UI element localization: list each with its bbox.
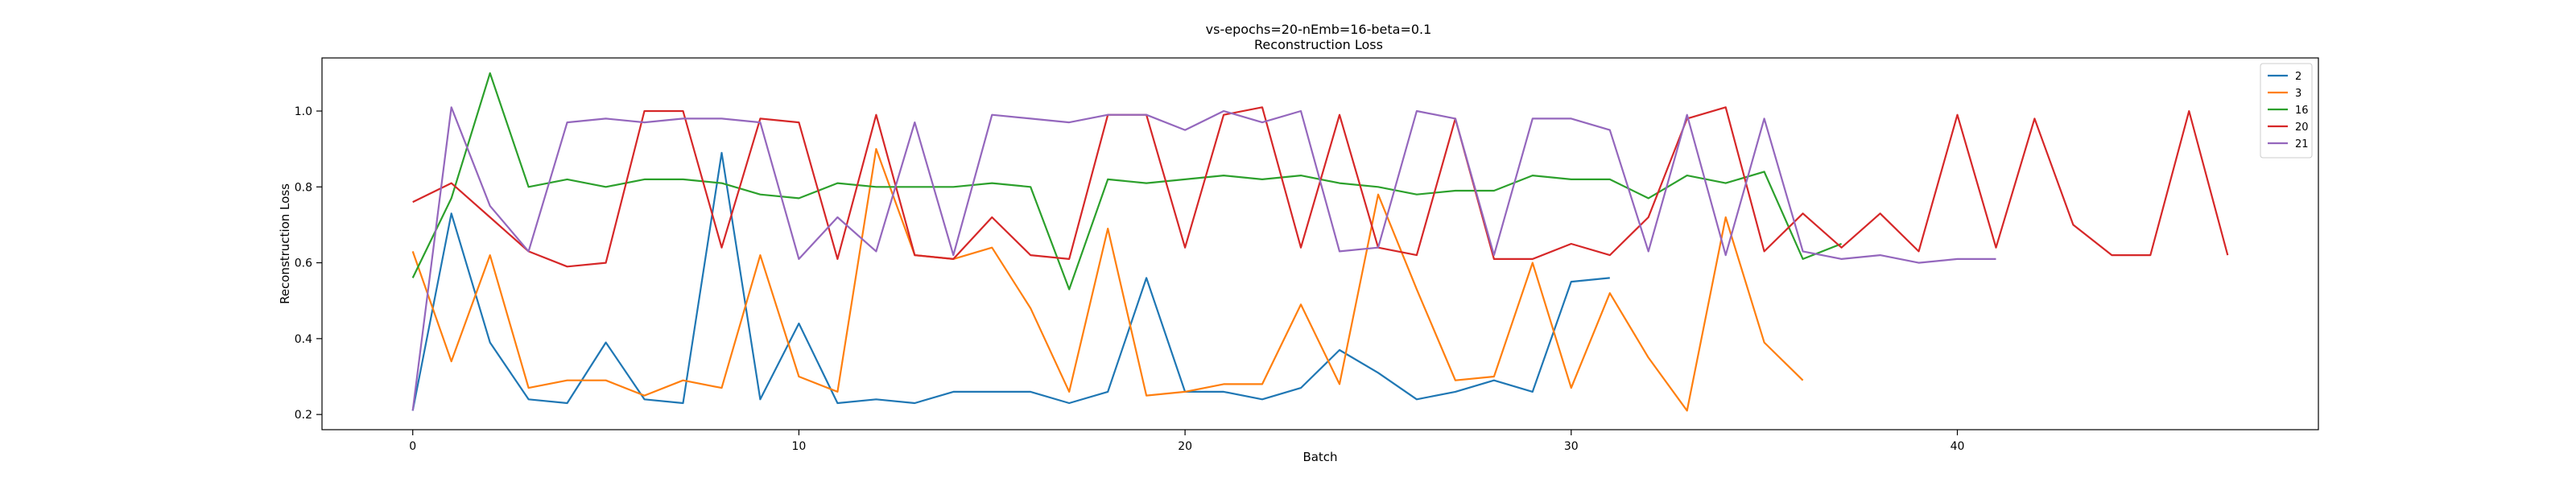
plot-area	[321, 57, 2319, 430]
x-axis: 0 10 20 30 40	[409, 430, 1964, 453]
y-tick-label: 0.4	[295, 333, 312, 346]
series-line-20	[412, 106, 2229, 268]
y-axis-label: Reconstruction Loss	[278, 183, 292, 304]
legend-label: 3	[2295, 88, 2301, 100]
legend-label: 21	[2295, 138, 2309, 150]
chart-title: vs-epochs=20-nEmb=16-beta=0.1	[1206, 22, 1432, 37]
legend-label: 16	[2295, 105, 2309, 117]
legend-box	[2260, 63, 2313, 159]
x-tick-label: 30	[1564, 440, 1579, 453]
legend-label: 20	[2295, 122, 2309, 134]
series-line-2	[411, 151, 1610, 411]
x-tick-label: 10	[792, 440, 807, 453]
y-tick-label: 0.8	[295, 181, 312, 194]
chart-subtitle: Reconstruction Loss	[1254, 37, 1383, 52]
y-tick-label: 0.6	[295, 257, 312, 270]
series-lines	[411, 72, 2229, 412]
legend-label: 2	[2295, 71, 2301, 83]
y-tick-label: 0.2	[295, 409, 312, 422]
legend: 2 3 16 20 21	[2260, 63, 2313, 159]
series-line-3	[411, 148, 1804, 412]
x-tick-label: 0	[409, 440, 416, 453]
x-tick-label: 20	[1178, 440, 1192, 453]
x-axis-label: Batch	[1302, 450, 1337, 464]
y-tick-label: 1.0	[295, 105, 312, 118]
series-line-21	[411, 106, 1996, 411]
x-tick-label: 40	[1951, 440, 1965, 453]
y-axis: 0.2 0.4 0.6 0.8 1.0	[295, 105, 322, 422]
series-line-16	[411, 72, 1843, 290]
